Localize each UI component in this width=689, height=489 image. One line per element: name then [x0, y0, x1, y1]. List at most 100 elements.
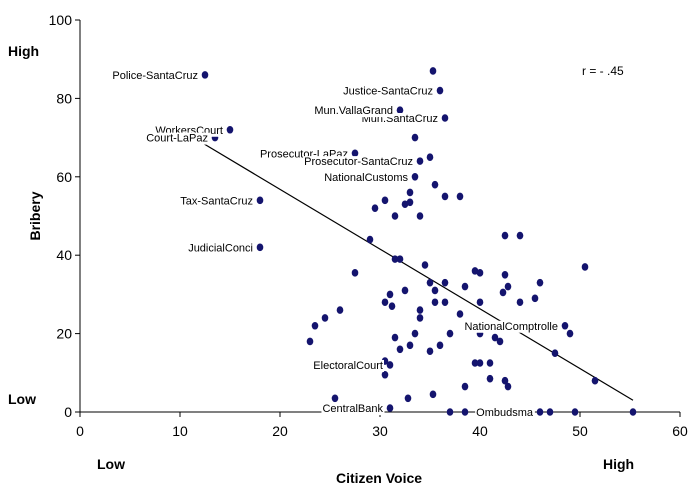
- data-point-49: [446, 329, 454, 338]
- y-tick-label-4: 80: [56, 90, 72, 106]
- point-label-2: Court-LaPaz: [146, 133, 208, 145]
- data-point-56: [426, 347, 434, 356]
- data-point-14: [501, 231, 509, 240]
- data-point-1: [411, 133, 419, 142]
- data-point-13: [366, 235, 374, 244]
- data-point-19: [471, 267, 479, 275]
- data-point-34: [381, 298, 389, 307]
- data-point-35: [388, 302, 396, 310]
- data-point-91: [536, 408, 544, 416]
- point-label-bg-7: [313, 105, 394, 118]
- data-point-5: [441, 192, 449, 201]
- point-label-group-4: JudicialConci: [187, 242, 254, 255]
- data-point-46: [306, 337, 314, 346]
- labels-layer: Police-SantaCruzWorkersCourtCourt-LaPazT…: [111, 69, 559, 419]
- data-point-12: [416, 212, 424, 220]
- data-point-23: [581, 263, 589, 271]
- data-point-37: [441, 298, 449, 307]
- data-point-32: [386, 290, 394, 299]
- data-point-10: [371, 204, 379, 212]
- y-low-label: Low: [8, 391, 36, 407]
- point-label-group-11: NationalComptrolle: [463, 320, 559, 333]
- data-point-87: [411, 173, 419, 181]
- point-label-bg-14: [475, 407, 535, 419]
- data-point-83: [441, 114, 449, 122]
- data-point-2: [426, 153, 434, 161]
- point-label-bg-12: [312, 359, 384, 372]
- data-point-42: [336, 306, 344, 314]
- data-point-51: [491, 333, 499, 342]
- data-point-48: [411, 329, 419, 338]
- data-point-21: [501, 271, 509, 279]
- data-point-25: [426, 278, 434, 287]
- data-point-70: [404, 394, 412, 403]
- data-point-20: [476, 269, 484, 277]
- data-point-31: [531, 294, 539, 303]
- data-point-58: [566, 329, 574, 338]
- point-label-bg-9: [303, 156, 414, 169]
- data-point-29: [499, 288, 507, 297]
- x-tick-label-6: 60: [672, 423, 688, 439]
- data-point-17: [396, 255, 404, 263]
- y-tick-label-1: 20: [56, 326, 72, 342]
- y-tick-label-0: 0: [64, 404, 72, 420]
- point-label-group-5: Justice-SantaCruz: [342, 85, 434, 98]
- data-point-8: [406, 198, 414, 207]
- data-point-88: [561, 321, 569, 330]
- data-point-55: [396, 345, 404, 354]
- point-label-bg-11: [463, 320, 559, 333]
- point-label-14: Ombudsma: [476, 407, 534, 419]
- data-point-11: [391, 212, 399, 220]
- data-point-86: [416, 157, 424, 165]
- data-point-85: [351, 149, 359, 158]
- data-point-27: [461, 282, 469, 291]
- data-point-36: [431, 298, 439, 307]
- data-point-61: [486, 359, 494, 367]
- x-tick-label-0: 0: [76, 423, 84, 439]
- data-point-54: [436, 341, 444, 350]
- y-ticks: 0 20 40 60 80 100: [49, 12, 80, 420]
- data-point-0: [429, 67, 437, 75]
- point-label-bg-0: [111, 69, 199, 82]
- data-point-74: [546, 408, 554, 416]
- data-point-22: [351, 269, 359, 277]
- point-label-0: Police-SantaCruz: [112, 70, 198, 82]
- data-point-80: [256, 196, 264, 205]
- point-label-10: NationalCustoms: [324, 172, 408, 184]
- x-low-label: Low: [97, 456, 125, 472]
- data-point-75: [571, 408, 579, 416]
- data-point-69: [331, 394, 339, 403]
- point-label-9: Prosecutor-SantaCruz: [304, 156, 413, 168]
- data-point-59: [476, 359, 484, 367]
- point-label-group-10: NationalCustoms: [323, 171, 410, 184]
- data-point-90: [386, 404, 394, 412]
- data-point-81: [256, 243, 264, 252]
- data-point-72: [446, 408, 454, 416]
- trend-line: [199, 141, 634, 401]
- data-point-65: [501, 376, 509, 385]
- point-label-group-7: Mun.VallaGrand: [313, 105, 394, 118]
- data-point-7: [381, 196, 389, 205]
- point-label-bg-10: [323, 171, 410, 184]
- data-point-24: [536, 278, 544, 287]
- point-label-group-9: Prosecutor-SantaCruz: [303, 156, 414, 169]
- data-point-43: [321, 314, 329, 322]
- data-point-82: [436, 86, 444, 95]
- data-point-77: [201, 71, 209, 79]
- data-point-33: [401, 286, 409, 295]
- data-point-47: [391, 333, 399, 342]
- data-point-67: [461, 382, 469, 391]
- data-point-63: [381, 370, 389, 379]
- point-label-group-0: Police-SantaCruz: [111, 69, 199, 82]
- data-point-73: [461, 408, 469, 416]
- point-label-bg-3: [179, 195, 254, 208]
- point-label-group-3: Tax-SantaCruz: [179, 195, 254, 208]
- data-point-89: [386, 361, 394, 369]
- data-point-84: [396, 106, 404, 114]
- x-tick-label-1: 10: [172, 423, 188, 439]
- x-tick-label-5: 50: [572, 423, 588, 439]
- point-label-11: NationalComptrolle: [464, 321, 558, 333]
- data-point-66: [504, 382, 512, 391]
- data-point-64: [486, 374, 494, 383]
- data-point-52: [496, 337, 504, 346]
